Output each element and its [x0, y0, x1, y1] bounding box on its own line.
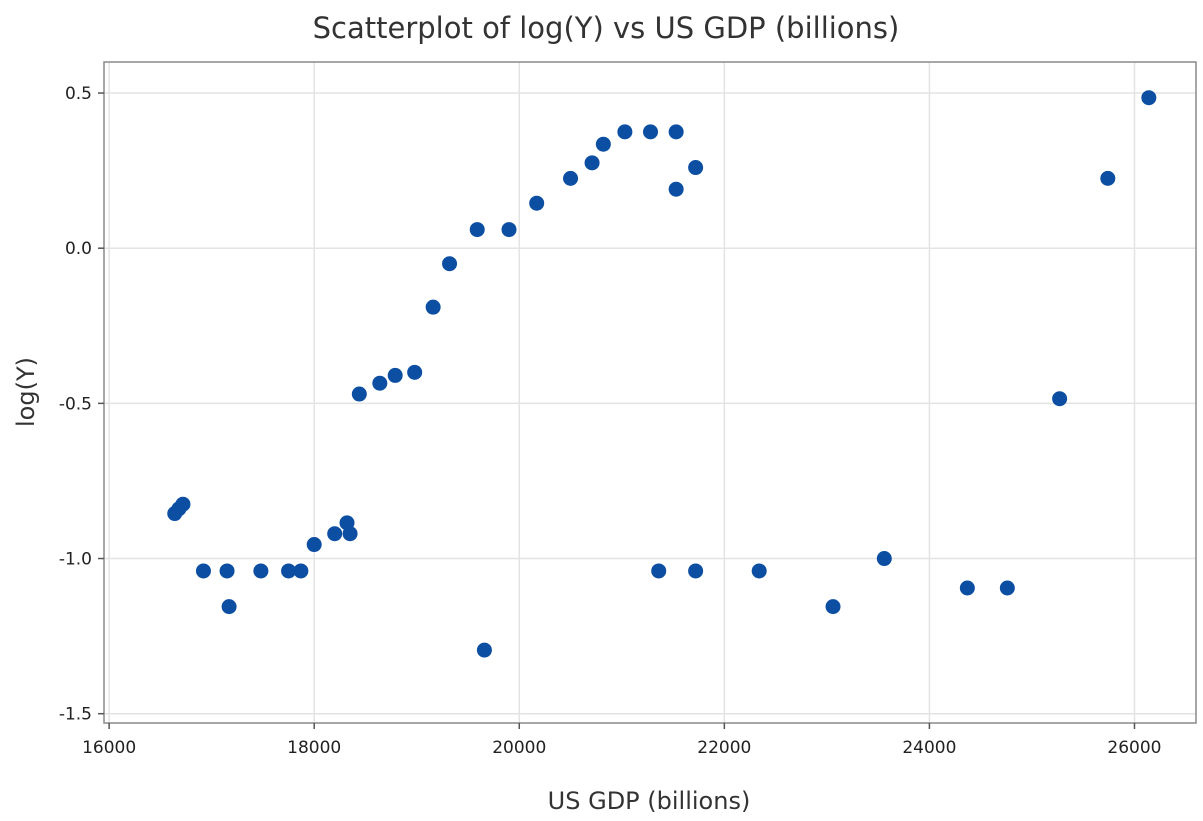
- data-point: [651, 563, 667, 579]
- data-point: [1052, 391, 1068, 407]
- x-tick-label: 22000: [697, 738, 751, 758]
- data-point: [219, 563, 235, 579]
- y-axis: 0.5 0.0 -0.5 -1.0 -1.5: [59, 84, 104, 725]
- data-point: [342, 526, 358, 542]
- x-tick-label: 18000: [287, 738, 341, 758]
- data-point: [668, 181, 684, 197]
- chart-title: Scatterplot of log(Y) vs US GDP (billion…: [313, 11, 900, 45]
- y-tick-label: -1.5: [59, 705, 92, 725]
- x-tick-label: 24000: [902, 738, 956, 758]
- data-point: [425, 299, 441, 315]
- data-point: [442, 256, 458, 272]
- data-point: [281, 563, 297, 579]
- data-points: [167, 90, 1157, 658]
- x-axis-label: US GDP (billions): [548, 787, 751, 815]
- data-point: [563, 170, 579, 186]
- data-point: [195, 563, 211, 579]
- data-point: [387, 367, 403, 383]
- data-point: [529, 195, 545, 211]
- data-point: [688, 160, 704, 176]
- data-point: [253, 563, 269, 579]
- data-point: [668, 124, 684, 140]
- x-tick-label: 20000: [492, 738, 546, 758]
- data-point: [469, 222, 485, 238]
- data-point: [617, 124, 633, 140]
- data-point: [476, 642, 492, 658]
- data-point: [643, 124, 659, 140]
- y-axis-label: log(Y): [12, 357, 40, 427]
- data-point: [501, 222, 517, 238]
- data-point: [595, 136, 611, 152]
- data-point: [1141, 90, 1157, 106]
- data-point: [372, 375, 388, 391]
- data-point: [221, 599, 237, 615]
- data-point: [688, 563, 704, 579]
- data-point: [999, 580, 1015, 596]
- x-axis: 16000 18000 20000 22000 24000 26000: [82, 723, 1162, 758]
- data-point: [175, 496, 191, 512]
- grid-lines: [104, 62, 1196, 723]
- data-point: [306, 537, 322, 553]
- y-tick-label: 0.5: [65, 84, 92, 104]
- data-point: [876, 551, 892, 567]
- data-point: [1100, 170, 1116, 186]
- data-point: [293, 563, 309, 579]
- y-tick-label: -0.5: [59, 394, 92, 414]
- data-point: [351, 386, 367, 402]
- y-tick-label: 0.0: [65, 239, 92, 259]
- data-point: [327, 526, 343, 542]
- data-point: [751, 563, 767, 579]
- data-point: [825, 599, 841, 615]
- plot-area-frame: [103, 61, 1197, 724]
- x-tick-label: 16000: [82, 738, 136, 758]
- data-point: [959, 580, 975, 596]
- y-tick-label: -1.0: [59, 550, 92, 570]
- data-point: [584, 155, 600, 171]
- x-tick-label: 26000: [1107, 738, 1161, 758]
- data-point: [407, 364, 423, 380]
